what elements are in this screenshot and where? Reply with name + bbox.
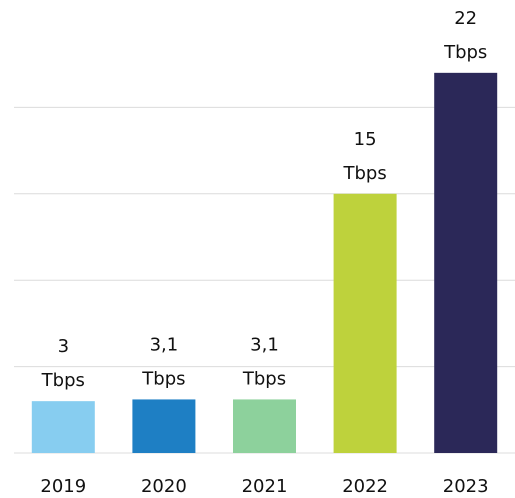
x-tick-label: 2019 <box>40 476 86 497</box>
x-tick-label: 2022 <box>342 476 388 497</box>
bar <box>333 193 397 454</box>
value-label: 3,1 Tbps <box>242 334 286 389</box>
bar <box>233 399 296 453</box>
bar <box>31 401 95 453</box>
x-tick-label: 2021 <box>242 476 288 497</box>
value-label: 3 Tbps <box>41 336 85 391</box>
bar <box>434 72 498 453</box>
value-label: 15 Tbps <box>342 129 386 184</box>
value-label: 22 Tbps <box>443 8 487 63</box>
x-tick-label: 2023 <box>443 476 489 497</box>
x-tick-label: 2020 <box>141 476 187 497</box>
bar <box>132 399 196 453</box>
value-label: 3,1 Tbps <box>141 334 185 389</box>
